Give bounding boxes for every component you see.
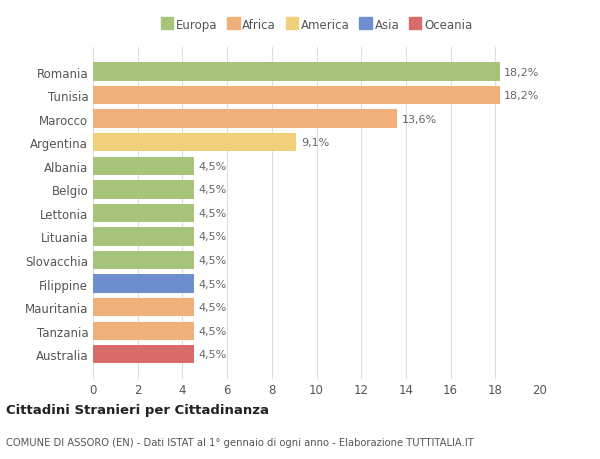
Text: 18,2%: 18,2% [504,91,539,101]
Text: 13,6%: 13,6% [401,114,437,124]
Text: 4,5%: 4,5% [198,302,226,313]
Text: 4,5%: 4,5% [198,185,226,195]
Bar [93,157,194,176]
Bar [93,298,194,317]
Text: COMUNE DI ASSORO (EN) - Dati ISTAT al 1° gennaio di ogni anno - Elaborazione TUT: COMUNE DI ASSORO (EN) - Dati ISTAT al 1°… [6,437,474,447]
Legend: Europa, Africa, America, Asia, Oceania: Europa, Africa, America, Asia, Oceania [156,14,477,37]
Bar [93,345,194,364]
Text: 4,5%: 4,5% [198,349,226,359]
Bar [93,275,194,293]
Text: 9,1%: 9,1% [301,138,329,148]
Text: 18,2%: 18,2% [504,67,539,78]
Bar [93,134,296,152]
Text: 4,5%: 4,5% [198,208,226,218]
Bar [93,228,194,246]
Bar [93,204,194,223]
Bar [93,251,194,269]
Text: 4,5%: 4,5% [198,279,226,289]
Text: 4,5%: 4,5% [198,162,226,171]
Text: 4,5%: 4,5% [198,256,226,265]
Bar [93,181,194,199]
Text: Cittadini Stranieri per Cittadinanza: Cittadini Stranieri per Cittadinanza [6,403,269,416]
Bar [93,63,500,82]
Text: 4,5%: 4,5% [198,326,226,336]
Bar [93,87,500,105]
Bar [93,110,397,129]
Bar [93,322,194,340]
Text: 4,5%: 4,5% [198,232,226,242]
